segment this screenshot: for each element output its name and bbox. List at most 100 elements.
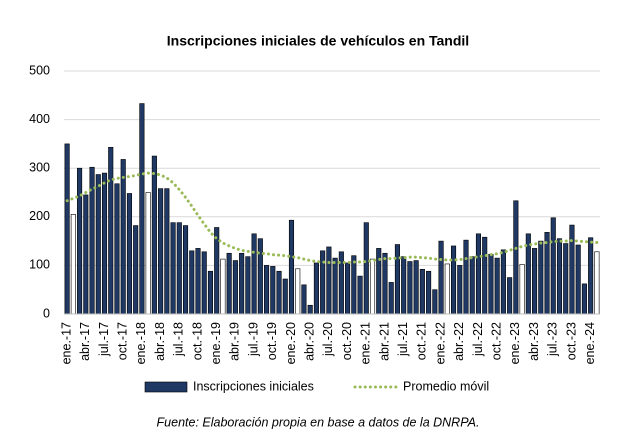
- x-tick-label: oct.-22: [489, 322, 503, 360]
- bar: [282, 278, 288, 315]
- bar: [189, 250, 195, 315]
- x-tick-label: jul.-17: [97, 322, 111, 357]
- bar: [544, 232, 550, 315]
- x-tick-label: oct.-17: [116, 322, 130, 360]
- bar: [569, 224, 575, 315]
- bar: [575, 244, 581, 315]
- bar: [170, 222, 176, 315]
- bar: [288, 219, 295, 315]
- x-tick-label: jul.-21: [396, 322, 410, 357]
- bar: [307, 304, 313, 315]
- bar: [270, 266, 276, 315]
- x-tick-label: oct.-21: [415, 322, 429, 360]
- x-tick-label: ene.-19: [209, 322, 223, 364]
- bar: [151, 155, 157, 315]
- x-tick-label: jul.-19: [246, 322, 260, 357]
- x-tick-label: abr.-20: [302, 322, 316, 361]
- bar: [320, 250, 326, 315]
- bar: [513, 200, 519, 315]
- x-tick-label: oct.-23: [564, 322, 578, 360]
- bar: [482, 236, 488, 315]
- bar: [257, 238, 263, 315]
- x-tick-label: jul.-23: [546, 322, 560, 357]
- bar: [538, 240, 544, 315]
- bar: [313, 262, 319, 315]
- bar: [226, 252, 232, 315]
- bar: [394, 244, 400, 315]
- bar: [345, 262, 351, 315]
- bar: [444, 263, 450, 315]
- y-tick-label: 300: [29, 160, 50, 174]
- legend-label: Inscripciones iniciales: [193, 379, 314, 393]
- x-tick-label: ene.-18: [134, 322, 148, 364]
- x-tick-label: ene.-22: [433, 322, 447, 364]
- bar: [357, 275, 363, 315]
- bar: [201, 251, 207, 315]
- bar: [114, 183, 120, 315]
- x-tick-label: abr.-18: [153, 322, 167, 361]
- bar: [207, 270, 214, 315]
- x-tick-label: ene.-23: [508, 322, 522, 364]
- bar: [214, 227, 220, 315]
- bar: [251, 233, 257, 315]
- bar: [158, 188, 164, 315]
- x-tick-label: oct.-18: [190, 322, 204, 360]
- bar: [475, 233, 482, 315]
- bar: [232, 260, 238, 315]
- bar: [432, 289, 438, 315]
- bar: [351, 255, 357, 315]
- x-tick-label: abr.-21: [377, 322, 391, 361]
- bar: [120, 159, 126, 315]
- bar: [295, 268, 301, 315]
- bar: [245, 256, 251, 315]
- bar: [95, 174, 101, 315]
- bar: [83, 194, 89, 315]
- x-tick-label: abr.-22: [452, 322, 466, 361]
- bar: [276, 270, 282, 315]
- bar: [239, 252, 245, 315]
- bar: [301, 284, 307, 315]
- bar: [133, 225, 139, 315]
- bar: [550, 217, 556, 315]
- bar: [382, 252, 388, 315]
- x-tick-label: ene.-24: [583, 322, 597, 364]
- x-tick-label: ene.-17: [59, 322, 73, 364]
- y-tick-label: 0: [43, 306, 50, 320]
- bar: [588, 237, 594, 315]
- x-tick-label: jul.-20: [321, 322, 335, 357]
- x-tick-label: abr.-17: [78, 322, 92, 361]
- bar: [145, 192, 151, 315]
- x-tick-label: jul.-18: [172, 322, 186, 357]
- x-tick-label: ene.-20: [284, 322, 298, 364]
- bar: [581, 283, 587, 315]
- bar: [556, 238, 563, 315]
- bar: [332, 257, 338, 315]
- x-tick-label: jul.-22: [471, 322, 485, 357]
- bar: [64, 143, 70, 315]
- y-tick-label: 100: [29, 258, 50, 272]
- bar: [438, 240, 444, 315]
- y-tick-label: 200: [29, 209, 50, 223]
- bar: [413, 260, 419, 315]
- bar: [463, 239, 469, 315]
- y-tick-label: 500: [29, 63, 50, 77]
- bar: [488, 253, 494, 315]
- bar: [507, 277, 513, 315]
- bar: [108, 147, 114, 315]
- bar: [388, 282, 394, 315]
- chart-title: Inscripciones iniciales de vehículos en …: [167, 33, 469, 49]
- bar: [494, 257, 500, 315]
- bar: [101, 172, 108, 315]
- x-tick-label: ene.-21: [359, 322, 373, 364]
- bar: [195, 248, 201, 315]
- bar: [450, 245, 457, 315]
- bar: [139, 103, 145, 315]
- bar: [369, 258, 376, 315]
- x-tick-label: abr.-23: [527, 322, 541, 361]
- bar: [532, 248, 538, 315]
- x-tick-label: oct.-20: [340, 322, 354, 360]
- bar: [164, 188, 170, 315]
- bar: [264, 265, 270, 315]
- bar: [407, 261, 413, 315]
